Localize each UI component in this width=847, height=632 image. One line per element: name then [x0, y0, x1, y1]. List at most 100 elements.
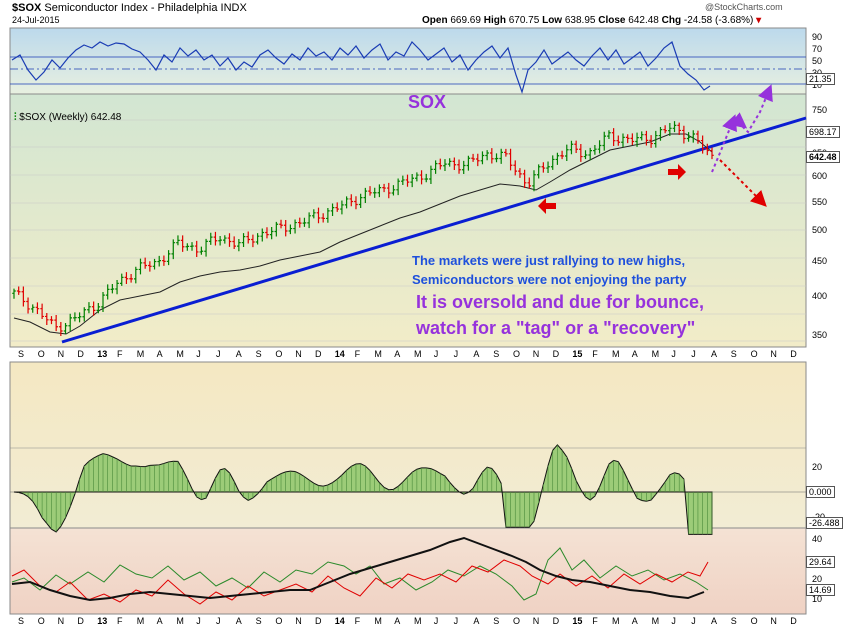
adx-black-line [11, 536, 705, 602]
month-tick-label: M [176, 349, 184, 359]
month-tick-label: S [255, 616, 262, 626]
sox-annotation: SOX [408, 92, 447, 112]
month-tick-label: A [235, 349, 242, 359]
ohlc-bar [223, 235, 227, 244]
red-arrow-left-icon [538, 198, 556, 214]
price-tick-label: 450 [812, 256, 828, 267]
ohlc-bar [185, 243, 190, 251]
month-tick-label: A [631, 349, 638, 359]
ohlc-bar [283, 220, 288, 237]
ohlc-bar [316, 207, 321, 224]
ohlc-bar [644, 130, 649, 146]
ohlc-bar [91, 301, 96, 316]
month-tick-label: J [671, 349, 676, 359]
ohlc-bar [429, 165, 433, 184]
ohlc-bar [307, 212, 311, 229]
adx-tick-label: 20 [812, 574, 823, 584]
ohlc-bar [438, 158, 443, 170]
purple-arrow-pullback [729, 112, 748, 129]
ohlc-bar [21, 286, 26, 307]
ohlc-bar [677, 122, 682, 136]
ohlc-bar [527, 177, 532, 189]
month-tick-label: 14 [334, 616, 345, 626]
annotation-line-1: The markets were just rallying to new hi… [412, 253, 686, 268]
rsi-tick-label: 50 [812, 56, 823, 66]
month-tick-label: A [235, 616, 242, 626]
moving-average-line [13, 133, 713, 335]
month-tick-label: J [196, 616, 201, 626]
month-tick-label: S [493, 616, 500, 626]
ohlc-bar [593, 145, 597, 155]
ohlc-bar [35, 302, 40, 314]
ohlc-bar [96, 303, 101, 314]
ohlc-bar [658, 126, 663, 141]
ohlc-bar [204, 238, 208, 257]
ohlc-bar [246, 231, 251, 244]
chart-date: 24-Jul-2015 [12, 15, 60, 25]
ohlc-bar [682, 125, 686, 144]
support-trendline [61, 116, 807, 344]
ohlc-bar [410, 173, 414, 188]
ohlc-bar [330, 203, 335, 216]
ohlc-bar [541, 162, 546, 173]
ohlc-bar [583, 150, 588, 160]
ohlc-bar [419, 170, 424, 185]
month-tick-label: M [651, 349, 660, 359]
ohlc-bar [54, 314, 58, 332]
rsi-panel [9, 27, 807, 95]
ohlc-bar [138, 258, 143, 275]
ohlc-bar [649, 135, 653, 148]
ohlc-bar [255, 233, 260, 245]
macd-tick-label: 20 [812, 462, 823, 472]
ohlc-bar [415, 172, 419, 182]
month-tick-label: S [255, 349, 262, 359]
ohlc-bar [569, 140, 574, 155]
ohlc-bar [260, 228, 265, 242]
ohlc-bar [700, 135, 705, 154]
ohlc-bar [180, 235, 185, 252]
ohlc-bar [269, 226, 274, 240]
adx-red-line [11, 559, 709, 605]
ohlc-bar [68, 313, 73, 332]
month-tick-label: N [532, 349, 540, 359]
ohlc-bar [358, 193, 363, 208]
ohlc-summary: Open 669.69 High 670.75 Low 638.95 Close… [422, 15, 762, 26]
ohlc-bar [251, 234, 255, 248]
ohlc-bar [504, 148, 508, 157]
ohlc-bar [597, 140, 602, 154]
ohlc-legend-icon: ⫶ [14, 112, 17, 123]
macd-value-label: -26.488 [806, 517, 843, 529]
ohlc-bar [232, 236, 236, 249]
ohlc-bar [288, 224, 293, 235]
adx-value-label-2: 14.69 [806, 584, 835, 596]
annotation-line-3: It is oversold and due for bounce, [416, 292, 705, 312]
ohlc-bars [12, 121, 714, 337]
month-tick-label: 14 [334, 349, 345, 359]
month-tick-label: D [790, 349, 797, 359]
month-tick-label: O [513, 349, 521, 359]
month-tick-label: S [18, 616, 25, 626]
ohlc-bar [162, 255, 166, 266]
ohlc-bar [433, 160, 438, 174]
month-tick-label: F [592, 349, 598, 359]
ohlc-bar [44, 312, 49, 326]
ohlc-bar [340, 200, 344, 215]
purple-arrow-tag [711, 114, 737, 173]
month-tick-label: M [374, 616, 382, 626]
macd-histogram [13, 444, 713, 535]
ohlc-bar [471, 153, 475, 162]
ohlc-bar [119, 273, 124, 286]
ohlc-bar [40, 303, 44, 319]
ohlc-bar [705, 143, 710, 156]
symbol-title: $SOX Semiconductor Index - Philadelphia … [12, 2, 247, 14]
month-tick-label: M [414, 616, 422, 626]
ohlc-bar [461, 160, 466, 175]
month-tick-label: O [37, 349, 45, 359]
month-tick-label: J [453, 616, 459, 626]
ohlc-bar [485, 150, 489, 161]
ohlc-bar [377, 184, 382, 198]
ohlc-bar [696, 130, 700, 144]
month-tick-label: J [216, 349, 221, 359]
rsi-tick-label: 90 [812, 32, 823, 42]
